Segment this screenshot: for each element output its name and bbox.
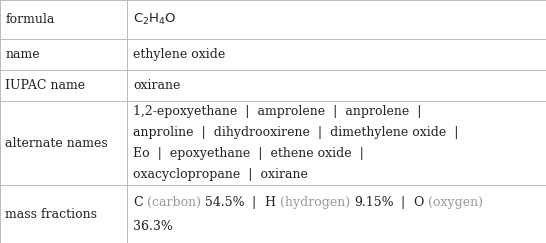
Text: oxirane: oxirane [133, 79, 181, 92]
Text: H: H [265, 196, 276, 209]
Text: oxacyclopropane  |  oxirane: oxacyclopropane | oxirane [133, 168, 308, 181]
Text: O: O [414, 196, 424, 209]
Text: 1,2-epoxyethane  |  amprolene  |  anprolene  |: 1,2-epoxyethane | amprolene | anprolene … [133, 105, 422, 118]
Text: (oxygen): (oxygen) [424, 196, 483, 209]
Text: anproline  |  dihydrooxirene  |  dimethylene oxide  |: anproline | dihydrooxirene | dimethylene… [133, 126, 459, 139]
Text: 36.3%: 36.3% [133, 220, 173, 233]
Text: mass fractions: mass fractions [5, 208, 97, 221]
Text: formula: formula [5, 13, 55, 26]
Text: name: name [5, 48, 40, 61]
Text: C: C [133, 196, 143, 209]
Text: ethylene oxide: ethylene oxide [133, 48, 225, 61]
Text: 9.15%: 9.15% [354, 196, 394, 209]
Text: $\mathregular{C_2H_4O}$: $\mathregular{C_2H_4O}$ [133, 12, 177, 27]
Text: |: | [245, 196, 265, 209]
Text: 54.5%: 54.5% [205, 196, 245, 209]
Text: (hydrogen): (hydrogen) [276, 196, 354, 209]
Text: alternate names: alternate names [5, 137, 108, 150]
Text: (carbon): (carbon) [143, 196, 205, 209]
Text: IUPAC name: IUPAC name [5, 79, 86, 92]
Text: |: | [394, 196, 414, 209]
Text: Eo  |  epoxyethane  |  ethene oxide  |: Eo | epoxyethane | ethene oxide | [133, 147, 364, 160]
